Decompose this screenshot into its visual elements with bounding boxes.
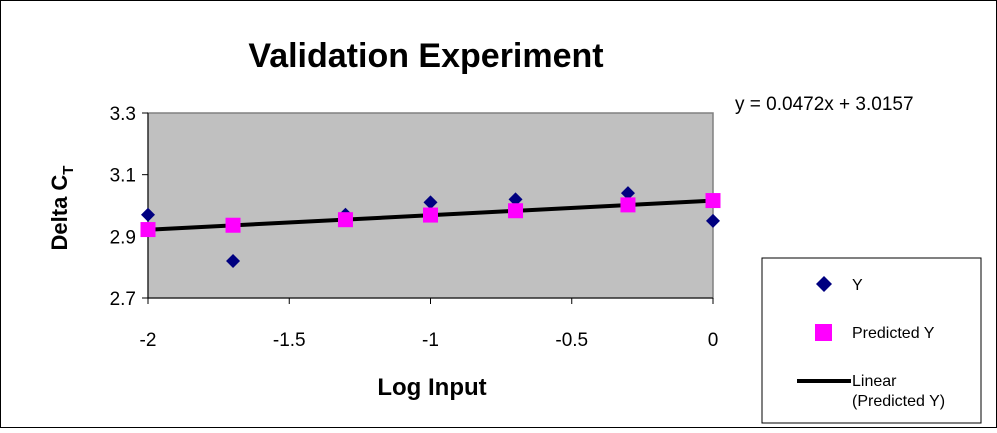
legend-linear-label-line1: Linear: [852, 373, 897, 390]
y-axis-label: Delta CT: [47, 166, 77, 251]
y-axis-ticks: 2.7 2.9 3.1 3.3: [110, 104, 148, 310]
series-predicted-y-point: [337, 212, 353, 228]
y-tick-label: 2.7: [110, 289, 136, 310]
series-y-point: [226, 254, 241, 268]
series-predicted-y-point: [508, 203, 524, 219]
legend-box: [761, 257, 982, 424]
legend-y-marker: [816, 276, 832, 292]
chart-title: Validation Experiment: [248, 37, 603, 75]
series-predicted-y-point: [225, 217, 241, 233]
x-axis-label: Log Input: [377, 374, 486, 401]
series-predicted-y-points: [140, 193, 721, 238]
x-axis-ticks: -2 -1.5 -1 -0.5 0: [140, 298, 719, 351]
y-axis-label-subscript: T: [60, 166, 77, 175]
x-tick-label: -2: [140, 330, 157, 351]
x-tick-label: -1.5: [273, 330, 306, 351]
series-predicted-y-point: [705, 193, 721, 209]
series-predicted-y-point: [620, 197, 636, 213]
legend-linear-label-line2: (Predicted Y): [852, 393, 945, 410]
x-tick-label: 0: [708, 330, 719, 351]
legend-predicted-y-marker: [815, 324, 832, 341]
x-tick-label: -1: [422, 330, 439, 351]
series-y-point: [423, 195, 438, 210]
series-y-point: [620, 186, 635, 201]
series-y-point: [706, 213, 720, 228]
series-y-point: [141, 207, 155, 222]
series-y-point: [508, 192, 523, 207]
legend-linear-label: Linear (Predicted Y): [852, 373, 945, 410]
x-tick-label: -0.5: [555, 330, 588, 351]
y-tick-label: 3.3: [110, 104, 136, 125]
legend-y-label: Y: [852, 277, 863, 294]
y-tick-label: 2.9: [110, 227, 136, 248]
y-axis-label-main: Delta C: [47, 175, 72, 251]
series-predicted-y-point: [423, 207, 438, 223]
legend: Y Predicted Y Linear (Predicted Y): [761, 257, 982, 424]
trendline-equation: y = 0.0472x + 3.0157: [735, 94, 914, 115]
y-tick-label: 3.1: [110, 166, 136, 187]
legend-predicted-y-label: Predicted Y: [852, 325, 935, 342]
series-predicted-y-point: [140, 222, 156, 238]
